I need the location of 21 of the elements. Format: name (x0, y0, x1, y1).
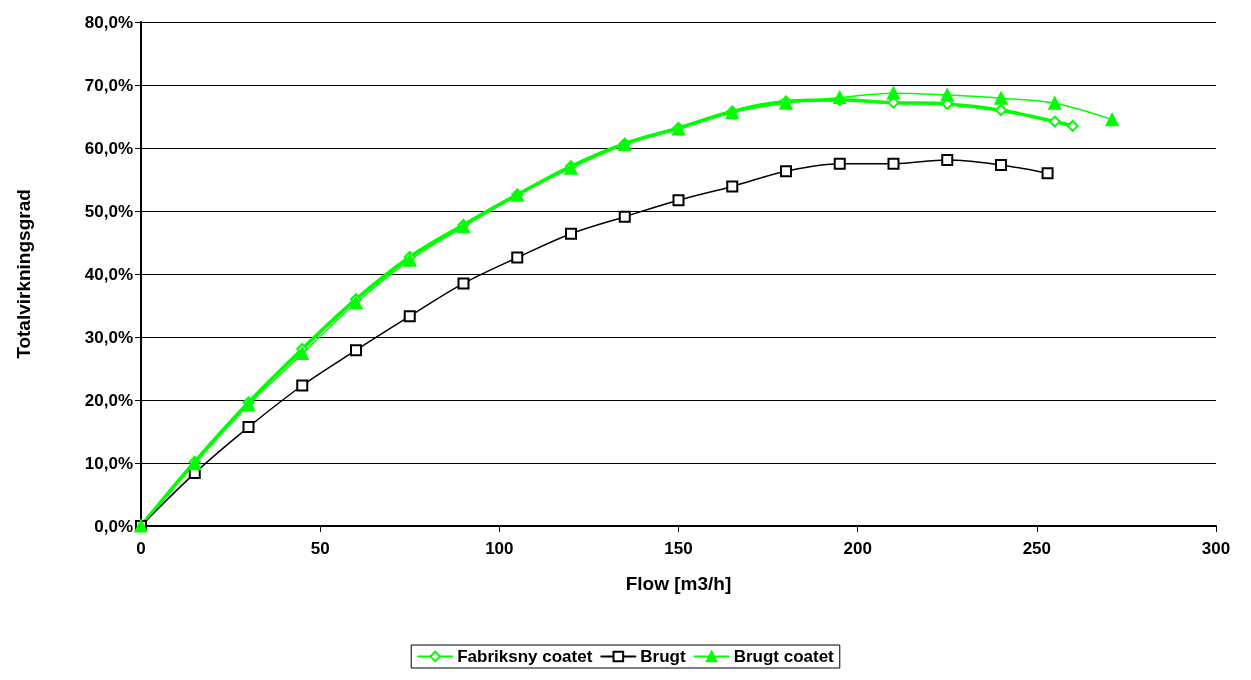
x-tick-label: 50 (310, 539, 330, 558)
x-tick-label: 250 (1022, 539, 1052, 558)
x-tick-label: 200 (843, 539, 872, 558)
legend-label: Brugt coatet (733, 647, 835, 666)
y-tick-label: 80,0% (84, 12, 133, 32)
x-tick-label: 100 (485, 539, 514, 558)
y-tick-label: 0,0% (94, 516, 133, 536)
y-tick-label: 40,0% (84, 264, 133, 284)
legend-label: Brugt (640, 647, 686, 666)
y-tick-label: 70,0% (84, 75, 133, 95)
y-axis-title: Totalvirkningsgrad (13, 189, 34, 359)
x-tick-label: 0 (136, 539, 146, 558)
y-tick-label: 50,0% (84, 201, 133, 221)
x-tick-label: 300 (1201, 539, 1231, 558)
x-tick-label: 150 (664, 539, 693, 558)
y-tick-label: 20,0% (84, 390, 133, 410)
y-tick-label: 10,0% (84, 453, 133, 473)
x-axis-title: Flow [m3/h] (625, 573, 732, 594)
y-tick-label: 60,0% (84, 138, 133, 158)
y-tick-label: 30,0% (84, 327, 133, 347)
legend-label: Fabriksny coatet (457, 647, 593, 666)
